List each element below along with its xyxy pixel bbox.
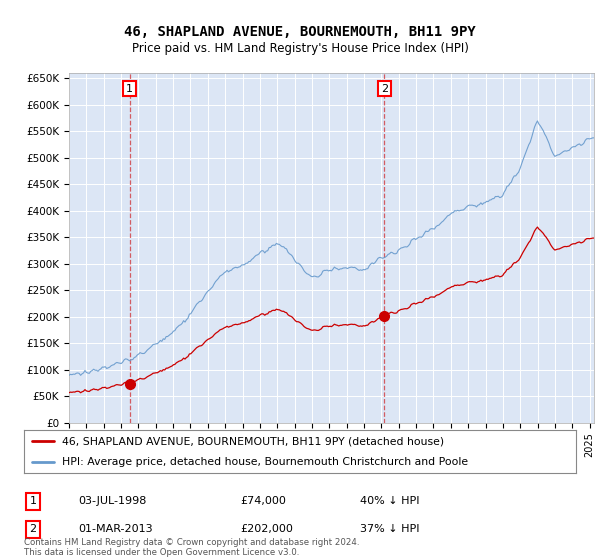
- Text: 2: 2: [29, 524, 37, 534]
- Text: Price paid vs. HM Land Registry's House Price Index (HPI): Price paid vs. HM Land Registry's House …: [131, 42, 469, 55]
- Text: 46, SHAPLAND AVENUE, BOURNEMOUTH, BH11 9PY (detached house): 46, SHAPLAND AVENUE, BOURNEMOUTH, BH11 9…: [62, 436, 443, 446]
- Text: £74,000: £74,000: [240, 496, 286, 506]
- Text: Contains HM Land Registry data © Crown copyright and database right 2024.
This d: Contains HM Land Registry data © Crown c…: [24, 538, 359, 557]
- Text: 01-MAR-2013: 01-MAR-2013: [78, 524, 152, 534]
- Text: 1: 1: [126, 83, 133, 94]
- Text: HPI: Average price, detached house, Bournemouth Christchurch and Poole: HPI: Average price, detached house, Bour…: [62, 458, 467, 467]
- Text: 40% ↓ HPI: 40% ↓ HPI: [360, 496, 419, 506]
- Text: 46, SHAPLAND AVENUE, BOURNEMOUTH, BH11 9PY: 46, SHAPLAND AVENUE, BOURNEMOUTH, BH11 9…: [124, 25, 476, 39]
- Text: 03-JUL-1998: 03-JUL-1998: [78, 496, 146, 506]
- Text: £202,000: £202,000: [240, 524, 293, 534]
- Text: 37% ↓ HPI: 37% ↓ HPI: [360, 524, 419, 534]
- Text: 1: 1: [29, 496, 37, 506]
- Text: 2: 2: [381, 83, 388, 94]
